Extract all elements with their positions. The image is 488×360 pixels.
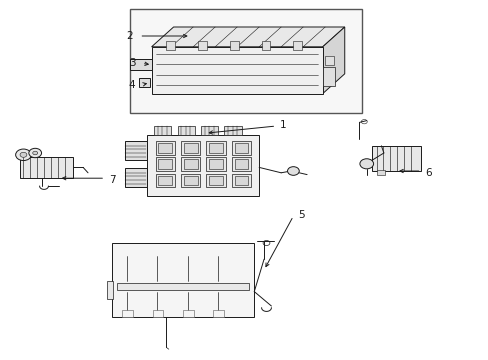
Bar bbox=[129, 9, 361, 113]
Bar bbox=[158, 159, 172, 169]
Bar bbox=[139, 78, 150, 87]
Bar bbox=[124, 141, 147, 160]
Circle shape bbox=[29, 148, 41, 158]
Bar bbox=[209, 143, 223, 153]
Text: 6: 6 bbox=[424, 168, 431, 178]
Bar bbox=[213, 310, 224, 317]
Bar bbox=[229, 41, 238, 50]
Bar bbox=[112, 243, 254, 317]
Bar bbox=[183, 310, 193, 317]
Bar bbox=[146, 135, 259, 196]
Polygon shape bbox=[322, 27, 344, 94]
Bar bbox=[322, 67, 334, 86]
Bar bbox=[209, 159, 223, 169]
Bar bbox=[158, 176, 172, 185]
Bar bbox=[261, 41, 270, 50]
Bar bbox=[181, 141, 200, 155]
Text: 1: 1 bbox=[280, 120, 286, 130]
Bar bbox=[293, 41, 302, 50]
Bar bbox=[177, 126, 194, 135]
Bar bbox=[209, 176, 223, 185]
Bar bbox=[181, 174, 200, 187]
Bar bbox=[151, 47, 322, 94]
Bar bbox=[155, 174, 175, 187]
Circle shape bbox=[287, 167, 299, 175]
Bar bbox=[152, 310, 163, 317]
Bar bbox=[117, 283, 249, 290]
Text: 4: 4 bbox=[128, 80, 135, 90]
Bar bbox=[234, 159, 248, 169]
Bar bbox=[206, 141, 225, 155]
Bar bbox=[166, 41, 175, 50]
Bar bbox=[181, 157, 200, 171]
Bar bbox=[20, 157, 73, 178]
Bar bbox=[198, 41, 206, 50]
Bar bbox=[183, 159, 197, 169]
Bar bbox=[106, 281, 113, 299]
Circle shape bbox=[20, 152, 27, 157]
Text: 5: 5 bbox=[297, 210, 304, 220]
Text: 7: 7 bbox=[109, 175, 116, 185]
Bar bbox=[371, 146, 420, 171]
Bar bbox=[129, 59, 152, 70]
Bar bbox=[206, 157, 225, 171]
Bar bbox=[183, 176, 197, 185]
Circle shape bbox=[16, 149, 31, 161]
Bar bbox=[224, 126, 241, 135]
Bar bbox=[155, 157, 175, 171]
Text: 3: 3 bbox=[128, 58, 135, 68]
Bar bbox=[183, 143, 197, 153]
Text: 2: 2 bbox=[126, 31, 133, 41]
Bar bbox=[231, 157, 251, 171]
Bar bbox=[376, 170, 385, 175]
Circle shape bbox=[33, 151, 38, 155]
Bar bbox=[206, 174, 225, 187]
Bar bbox=[234, 143, 248, 153]
Bar bbox=[201, 126, 218, 135]
Bar bbox=[122, 310, 133, 317]
Bar bbox=[154, 126, 171, 135]
Bar bbox=[124, 168, 147, 187]
Bar bbox=[234, 176, 248, 185]
Bar bbox=[231, 141, 251, 155]
Bar bbox=[231, 174, 251, 187]
Circle shape bbox=[359, 159, 373, 169]
Polygon shape bbox=[151, 27, 344, 47]
Bar bbox=[155, 141, 175, 155]
Bar bbox=[158, 143, 172, 153]
Bar bbox=[325, 56, 333, 65]
